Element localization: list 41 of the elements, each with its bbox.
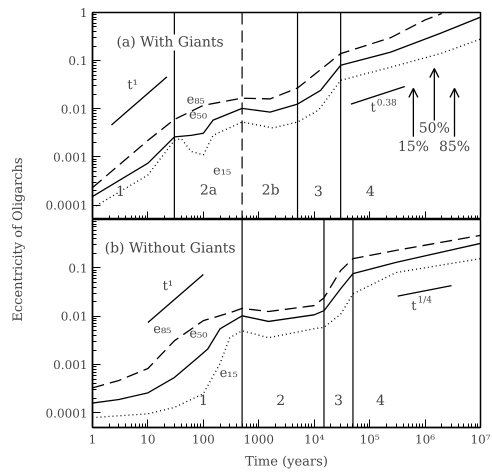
x-tick-label: 10⁶ — [415, 432, 436, 446]
y-tick-label: 0.0001 — [46, 198, 88, 213]
y-tick-label: 1 — [80, 6, 88, 20]
text: (a) With Giants — [116, 34, 224, 50]
series-label: t¹ — [162, 279, 174, 294]
x-tick-label: 1 — [88, 432, 96, 446]
annotation: 2 — [276, 392, 286, 409]
y-axis-title: Eccentricity of Oligarchs — [11, 157, 26, 322]
y-tick-label: 0.01 — [60, 310, 88, 324]
y-tick-label: 0.001 — [53, 150, 88, 164]
annotation: 4 — [366, 184, 375, 200]
x-tick-label: 1000 — [244, 432, 274, 446]
annotation: 1 — [199, 392, 208, 409]
x-axis-title: Time (years) — [245, 454, 328, 470]
text: (b) Without Giants — [104, 240, 236, 256]
x-tick-label: 100 — [192, 432, 215, 446]
y-tick-label: 0.001 — [53, 358, 88, 372]
x-tick-label: 10 — [140, 432, 156, 446]
y-tick-label: 0.01 — [60, 102, 88, 116]
series-label: t¹ — [127, 78, 138, 94]
series-label: e₁₅ — [213, 164, 232, 179]
series-label: e₁₅ — [220, 366, 238, 382]
series-label: e₅₀ — [189, 326, 208, 342]
x-tick-label: 10⁷ — [470, 432, 491, 446]
annotation: 2b — [262, 182, 280, 199]
annotation: 3 — [314, 184, 323, 200]
annotation: 1 — [116, 184, 125, 200]
y-tick-label: 0.0001 — [46, 406, 88, 420]
annotation: 15% — [398, 139, 429, 156]
annotation: 3 — [334, 392, 343, 409]
x-tick-label: 10⁵ — [360, 432, 380, 446]
y-tick-label: 0.1 — [68, 54, 88, 68]
annotation: 85% — [438, 139, 470, 156]
x-tick-label: 10⁴ — [304, 432, 324, 446]
series-label: e₈₅ — [153, 322, 172, 337]
annotation: 2a — [200, 182, 218, 199]
y-tick-label: 0.1 — [68, 261, 88, 276]
series-label: e₈₅ — [186, 92, 205, 108]
annotation: 50% — [418, 120, 450, 136]
annotation: 4 — [376, 392, 385, 409]
series-label: e₅₀ — [188, 108, 208, 123]
